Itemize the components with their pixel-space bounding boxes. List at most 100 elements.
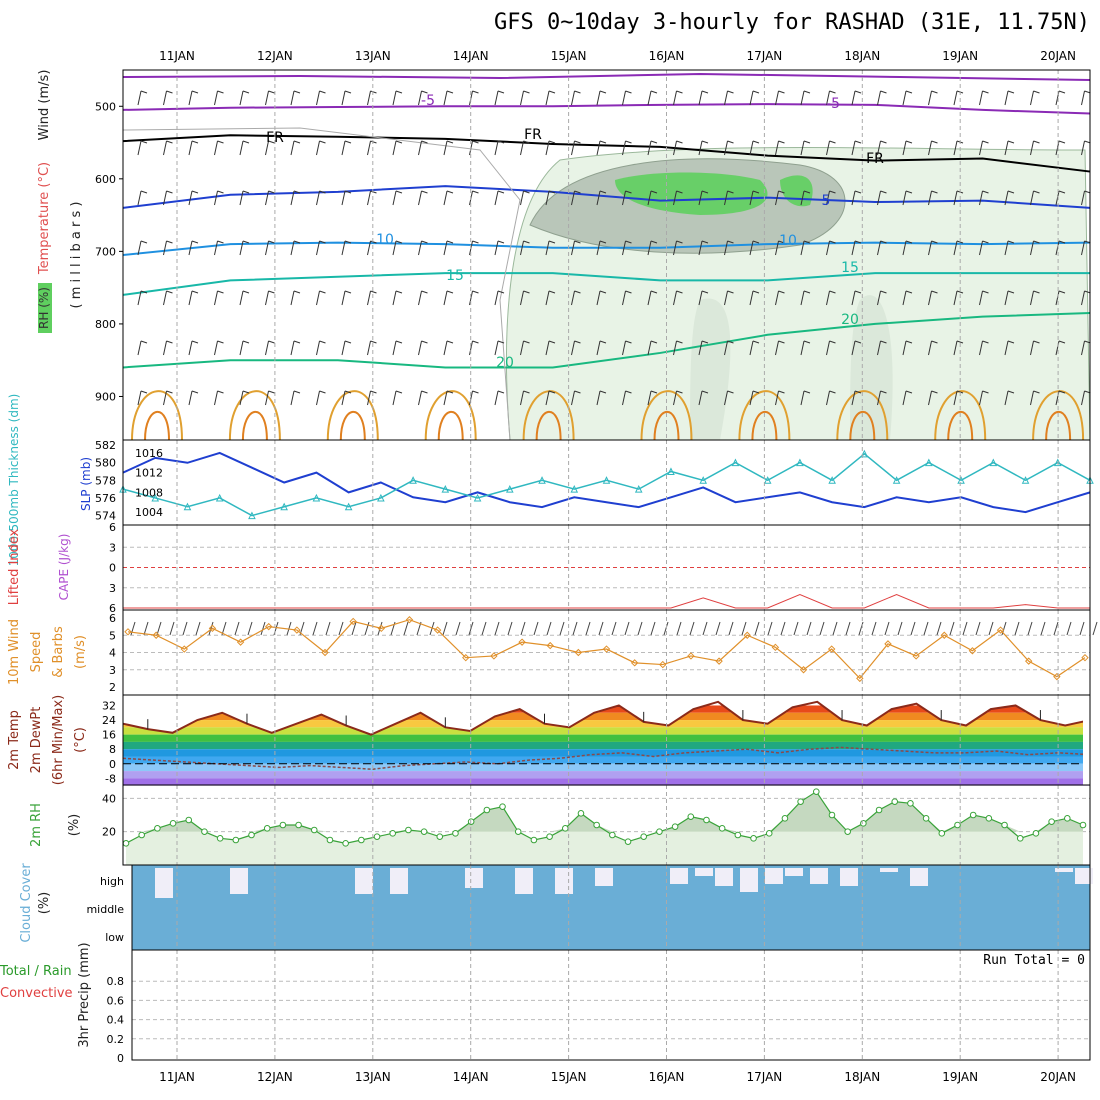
wind-barb-flag [829,240,836,244]
wind-barb-flag [701,390,709,394]
temp-tick: -8 [105,772,116,785]
rh-marker [640,833,648,840]
slp-tick: 1008 [135,486,163,499]
wind-barb-flag [625,90,632,94]
wind-marker [546,641,554,650]
wind-barb-flag [1058,240,1066,244]
wind-barb [775,140,779,156]
wind-barb [877,90,881,106]
wind-barb [418,190,422,206]
warm-contour-inner [1045,410,1072,441]
wind-barb-flag [191,90,199,94]
surface-barb [520,621,526,636]
wind-barb [214,140,218,156]
temp-tick: 8 [109,743,116,756]
wind-barb [877,390,881,406]
wind-barb [341,190,346,206]
wind-barb-flag [982,240,989,244]
wind-barb-flag [1007,290,1015,294]
contour-label: FR [866,151,884,167]
rh-shade-column-2 [690,298,731,440]
wind-barb [826,390,830,406]
wind-barb-flag [497,90,505,94]
wind-barb [673,290,677,306]
temp2m-axis-label-1: 2m DewPt [29,707,44,774]
wind-barb [851,140,856,156]
wind-barb-flag [370,340,377,344]
temp-right-mask [1083,700,1090,785]
wind-barb [341,90,346,106]
wind-barb-flag [421,290,428,294]
wind-barb-flag [191,240,199,244]
thickness-marker [731,458,740,467]
wind-barb [902,190,907,206]
wind-barb [877,190,881,206]
wind-barb-flag [778,340,785,344]
day-label-bottom: 18JAN [844,1070,880,1084]
rh-tick: 20 [102,826,116,839]
wind-barb-flag [395,90,403,94]
wind-barb [800,390,805,406]
wind-barb [673,340,677,356]
wind-barb [341,290,346,306]
rh-marker [938,830,946,837]
wind-barb [545,390,550,406]
wind-barb-flag [344,240,352,244]
wind-barb-flag [982,390,989,394]
wind-marker [771,643,780,652]
wind-barb [443,340,448,356]
wind-barb-flag [574,340,581,344]
wind-barb [902,290,907,306]
wind-barb-flag [599,390,607,394]
wind-barb [826,340,830,356]
wind-barb-flag [982,90,989,94]
rh-marker [1079,821,1087,829]
wind-marker [940,631,948,639]
rh-marker [1016,835,1024,842]
wind-barb-flag [752,90,760,94]
wind-barb [1081,90,1085,106]
wind-barb-flag [752,340,760,344]
temp-band [123,749,1090,757]
rh-marker [483,806,491,814]
wind-barb-flag [497,340,505,344]
surface-barb [546,621,552,636]
wind-barb-flag [931,390,938,394]
warm-contour [131,390,183,441]
wind-barb [367,340,371,356]
rh-marker [609,831,616,839]
wind-barb-flag [1033,140,1040,144]
wind-barb-flag [217,90,224,94]
wind-barb-flag [268,290,275,294]
thickness-tick: 576 [95,492,116,505]
wind-barb [1030,190,1034,206]
wind-barb-flag [548,190,556,194]
rh-marker [907,800,914,807]
wind-barb [520,90,524,106]
wind-barb [163,140,167,156]
surface-barb [533,621,539,636]
warm-contour [1032,390,1085,441]
cloud-gap [670,868,688,884]
day-label-top: 14JAN [453,49,489,63]
wind-marker [405,616,414,624]
wind-barb-flag [676,290,683,294]
wind-barb [239,90,244,106]
precip-tick: 0.4 [107,1014,125,1027]
wind-barb [367,190,371,206]
wind-barb-flag [956,340,964,344]
wind-barb-flag [1058,290,1066,294]
wind-barb [928,290,932,306]
wind-barb-flag [752,140,760,144]
wind-barb-flag [268,90,275,94]
wind-barb [953,90,958,106]
surface-barb [585,621,591,636]
wind-barb [214,390,218,406]
wind-barb [851,240,856,256]
wind-barb [1004,390,1009,406]
wind-barb [724,190,728,206]
surface-barb [234,621,240,636]
wind-barb [443,190,448,206]
contour-10 [122,241,1091,256]
rh-marker [436,833,444,840]
